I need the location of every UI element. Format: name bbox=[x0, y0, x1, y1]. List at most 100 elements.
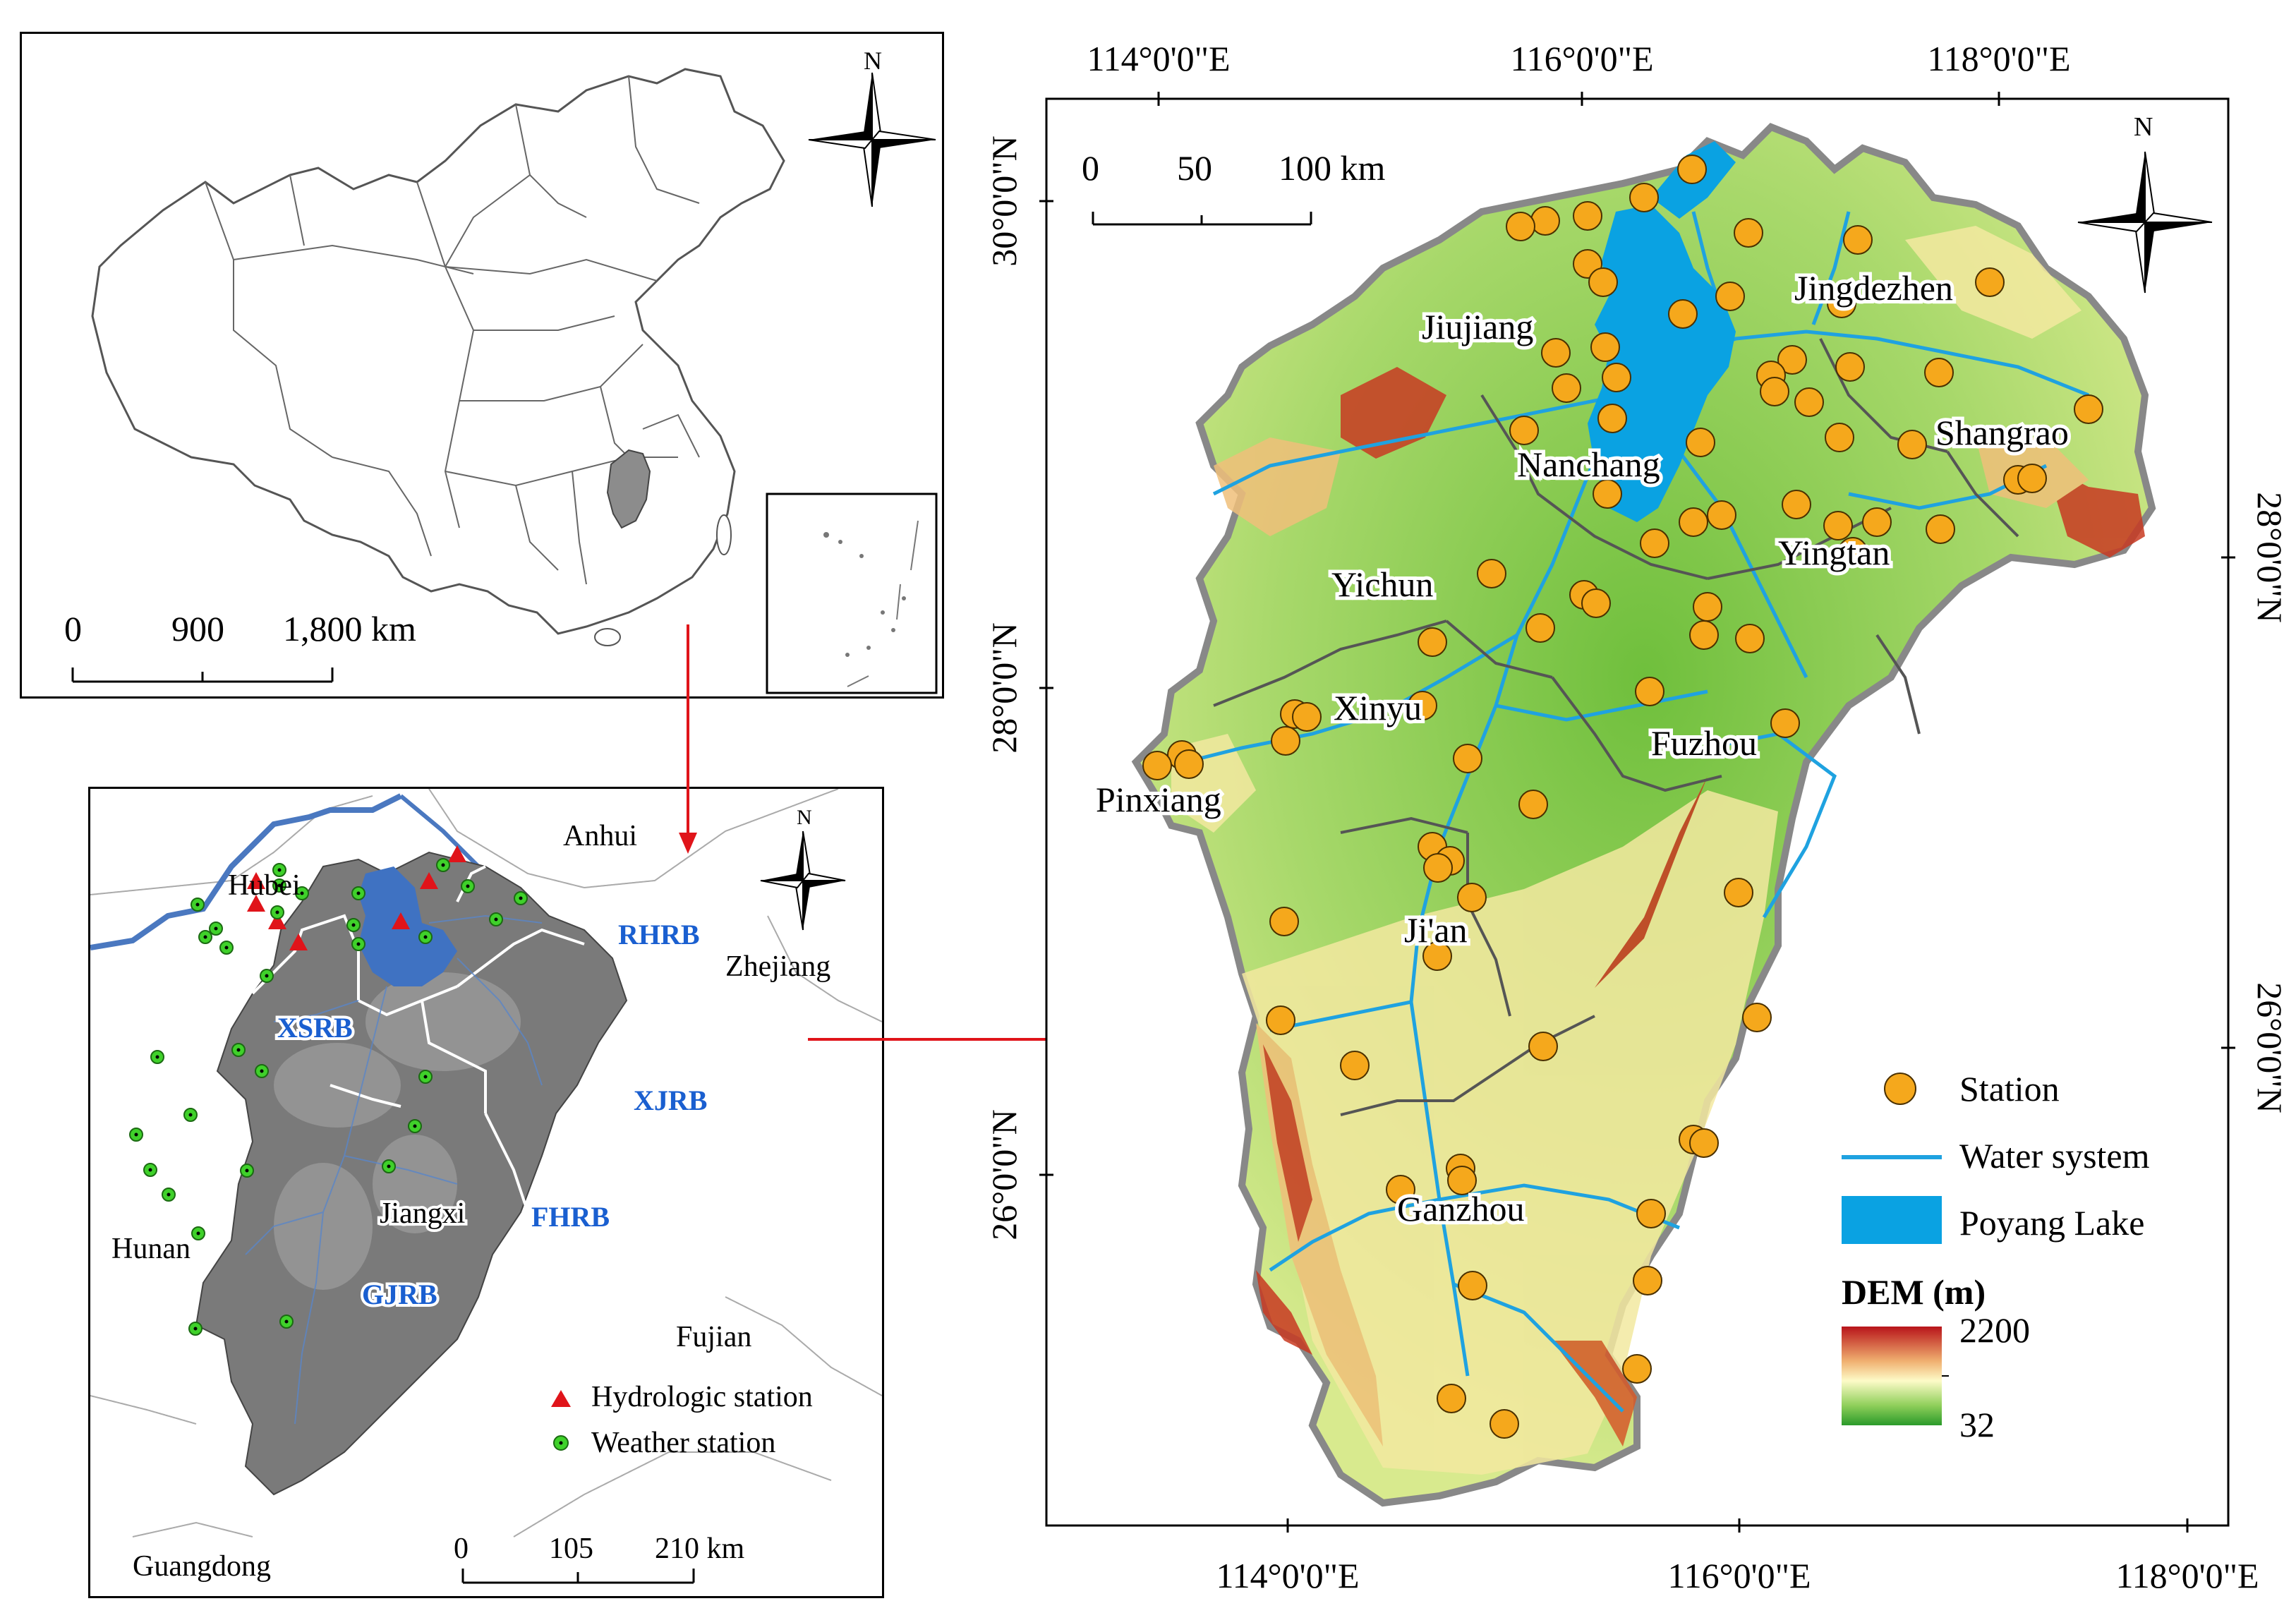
main-scale-0: 0 bbox=[1082, 148, 1099, 188]
legend-water-label: Water system bbox=[1959, 1136, 2150, 1176]
weather-station bbox=[209, 922, 223, 936]
lon-bottom-114: 114°0'0"E bbox=[1216, 1556, 1359, 1595]
station-marker bbox=[1735, 624, 1765, 653]
jiangxi-north-label: N bbox=[797, 806, 812, 829]
legend-dem-min: 32 bbox=[1959, 1405, 1995, 1444]
station-marker bbox=[1518, 790, 1548, 819]
small-rivers bbox=[245, 914, 543, 1425]
station-marker bbox=[1453, 744, 1482, 773]
city-label-ganzhou: Ganzhou bbox=[1397, 1189, 1525, 1228]
weather-station bbox=[436, 858, 450, 872]
station-marker bbox=[1686, 428, 1715, 457]
station-marker bbox=[1437, 1384, 1466, 1413]
weather-stations bbox=[129, 858, 528, 1336]
legend-station-icon bbox=[1884, 1073, 1916, 1105]
weather-station bbox=[191, 1226, 205, 1240]
label-anhui: Anhui bbox=[563, 820, 637, 852]
poyang-lake bbox=[1588, 205, 1736, 522]
jiangxi-basin-panel: N Anhui Hubei Zhejiang Hunan Fujian Guan… bbox=[88, 787, 884, 1598]
station-marker bbox=[1552, 373, 1581, 403]
station-marker bbox=[1269, 907, 1299, 936]
weather-station bbox=[150, 1050, 164, 1064]
china-scale-0: 0 bbox=[64, 609, 82, 648]
relief-patches bbox=[274, 972, 521, 1290]
city-label-yingtan: Yingtan bbox=[1778, 533, 1890, 572]
station-marker bbox=[1418, 627, 1447, 657]
station-marker bbox=[1742, 1003, 1772, 1032]
station-marker bbox=[1423, 853, 1453, 883]
station-marker bbox=[2074, 394, 2103, 424]
arrow-down-icon bbox=[679, 833, 697, 854]
label-jiangxi: Jiangxi bbox=[380, 1197, 465, 1230]
station-marker bbox=[1897, 430, 1927, 459]
station-marker bbox=[1924, 358, 1954, 387]
weather-station bbox=[255, 1064, 269, 1078]
station-marker bbox=[1636, 1199, 1666, 1228]
hydro-station bbox=[289, 934, 308, 950]
lat-right-28: 28°0'0"N bbox=[2250, 492, 2290, 623]
jiangxi-scale-bar bbox=[461, 1569, 695, 1584]
city-label-jingdezhen: Jingdezhen bbox=[1794, 268, 1953, 308]
lat-left-28: 28°0'0"N bbox=[984, 622, 1024, 754]
jiangxi-scale-0: 0 bbox=[454, 1533, 469, 1565]
weather-station bbox=[351, 886, 365, 900]
jiangxi-basin-map: N Anhui Hubei Zhejiang Hunan Fujian Guan… bbox=[90, 788, 883, 1584]
neighbor-borders bbox=[90, 788, 883, 1538]
station-marker bbox=[1838, 537, 1868, 567]
station-marker bbox=[1271, 726, 1300, 756]
weather-station bbox=[382, 1159, 396, 1173]
station-marker bbox=[1707, 500, 1736, 530]
label-guangdong: Guangdong bbox=[133, 1550, 271, 1583]
weather-station bbox=[129, 1128, 143, 1142]
station-marker bbox=[1862, 507, 1892, 537]
legend-lake-label: Poyang Lake bbox=[1959, 1203, 2144, 1243]
station-marker bbox=[1835, 352, 1865, 382]
yangtze-river bbox=[90, 793, 402, 950]
station-marker bbox=[1782, 490, 1811, 519]
jiangxi-scale-105: 105 bbox=[549, 1533, 593, 1565]
jiangxi-north-arrow-icon bbox=[760, 830, 846, 931]
legend-dem-title: DEM (m) bbox=[1842, 1272, 1986, 1312]
city-label-shangrao: Shangrao bbox=[1935, 413, 2069, 452]
weather-station bbox=[272, 878, 286, 893]
inset-islands bbox=[823, 532, 906, 657]
china-scale-bar bbox=[71, 667, 334, 683]
station-marker bbox=[1843, 225, 1873, 255]
basin-label-fhrb: FHRB bbox=[531, 1201, 610, 1233]
station-marker bbox=[1724, 878, 1753, 907]
weather-station bbox=[461, 879, 475, 893]
station-marker bbox=[1477, 559, 1506, 588]
city-label-nanchang: Nanchang bbox=[1517, 445, 1660, 484]
weather-station bbox=[272, 863, 286, 877]
weather-station bbox=[188, 1322, 203, 1336]
legend-lake-icon bbox=[1842, 1196, 1942, 1244]
station-marker bbox=[1530, 206, 1560, 236]
weather-station bbox=[346, 918, 361, 932]
station-marker bbox=[1633, 1266, 1662, 1295]
legend-dem-ramp bbox=[1842, 1327, 1942, 1425]
station-marker bbox=[1408, 691, 1437, 720]
main-north-arrow-icon bbox=[2077, 151, 2213, 294]
station-marker bbox=[1588, 267, 1618, 297]
weather-station bbox=[191, 898, 205, 912]
station-marker bbox=[1689, 1128, 1719, 1158]
lon-bottom-116: 116°0'0"E bbox=[1667, 1556, 1811, 1595]
south-china-sea-inset bbox=[766, 493, 938, 694]
station-marker bbox=[1770, 708, 1800, 738]
weather-station bbox=[219, 941, 234, 955]
station-marker bbox=[1597, 404, 1627, 433]
china-province-borders bbox=[205, 75, 700, 585]
station-marker bbox=[2017, 464, 2047, 493]
weather-station bbox=[198, 930, 212, 944]
station-marker bbox=[1827, 289, 1856, 318]
station-marker bbox=[1292, 702, 1322, 732]
china-north-label: N bbox=[864, 47, 882, 75]
main-scale-bar bbox=[1092, 212, 1312, 226]
china-overview-panel: 0 900 1,800 km N bbox=[20, 32, 944, 699]
legend-hydro-label: Hydrologic station bbox=[591, 1381, 813, 1413]
station-marker bbox=[1777, 345, 1807, 375]
hydro-station bbox=[420, 872, 438, 889]
hydrologic-stations bbox=[247, 845, 466, 950]
station-marker bbox=[1457, 883, 1487, 912]
